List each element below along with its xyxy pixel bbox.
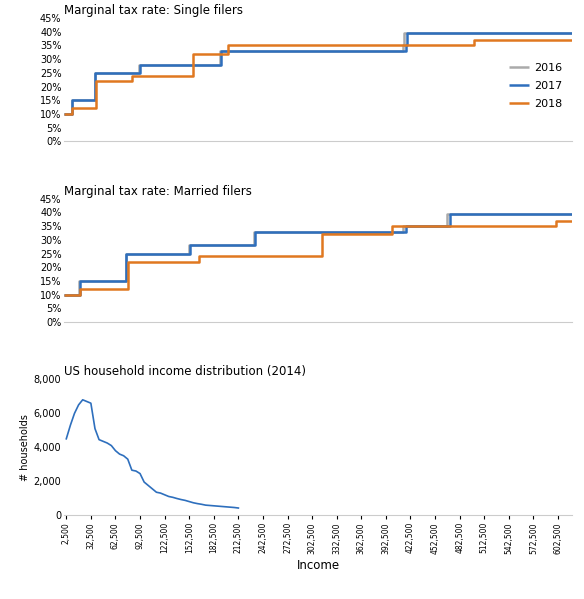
Legend: 2016, 2017, 2018: 2016, 2017, 2018	[504, 59, 566, 113]
2018	[92, 105, 99, 112]
2016	[401, 29, 408, 37]
2016	[217, 61, 224, 68]
2018	[68, 105, 75, 112]
2016	[135, 69, 142, 77]
2016	[401, 42, 408, 49]
2017	[404, 29, 411, 37]
2018	[68, 110, 75, 117]
Text: US household income distribution (2014): US household income distribution (2014)	[64, 365, 306, 379]
2016	[399, 42, 406, 49]
2016	[68, 96, 75, 104]
2017	[218, 61, 225, 68]
2016	[569, 29, 576, 37]
2016	[92, 69, 99, 77]
2017	[136, 69, 143, 77]
Line: 2016: 2016	[64, 33, 572, 114]
2017	[68, 110, 75, 117]
2017	[92, 96, 99, 104]
2017	[569, 29, 576, 37]
2016	[61, 110, 68, 117]
2017	[68, 96, 75, 104]
2016	[399, 47, 406, 55]
2016	[569, 29, 576, 37]
2018	[61, 110, 68, 117]
2016	[92, 96, 99, 104]
2017	[218, 47, 225, 55]
2017	[402, 42, 409, 49]
Text: Marginal tax rate: Single filers: Marginal tax rate: Single filers	[64, 4, 244, 17]
2016	[68, 110, 75, 117]
2018	[225, 42, 232, 49]
2018	[471, 37, 478, 44]
Line: 2018: 2018	[64, 40, 572, 114]
2018	[128, 77, 135, 84]
2016	[217, 47, 224, 55]
Text: Marginal tax rate: Married filers: Marginal tax rate: Married filers	[64, 184, 252, 198]
Line: 2017: 2017	[64, 33, 572, 114]
2018	[569, 37, 576, 44]
2018	[225, 50, 232, 57]
2018	[190, 50, 197, 57]
2018	[471, 42, 478, 49]
2018	[190, 72, 197, 79]
2017	[569, 29, 576, 37]
2018	[92, 77, 99, 84]
2018	[569, 37, 576, 44]
2017	[92, 69, 99, 77]
2018	[128, 72, 135, 79]
2016	[135, 61, 142, 68]
2017	[404, 42, 411, 49]
2017	[136, 61, 143, 68]
2017	[402, 47, 409, 55]
X-axis label: Income: Income	[297, 559, 340, 572]
Y-axis label: # households: # households	[19, 414, 30, 481]
2017	[61, 110, 68, 117]
